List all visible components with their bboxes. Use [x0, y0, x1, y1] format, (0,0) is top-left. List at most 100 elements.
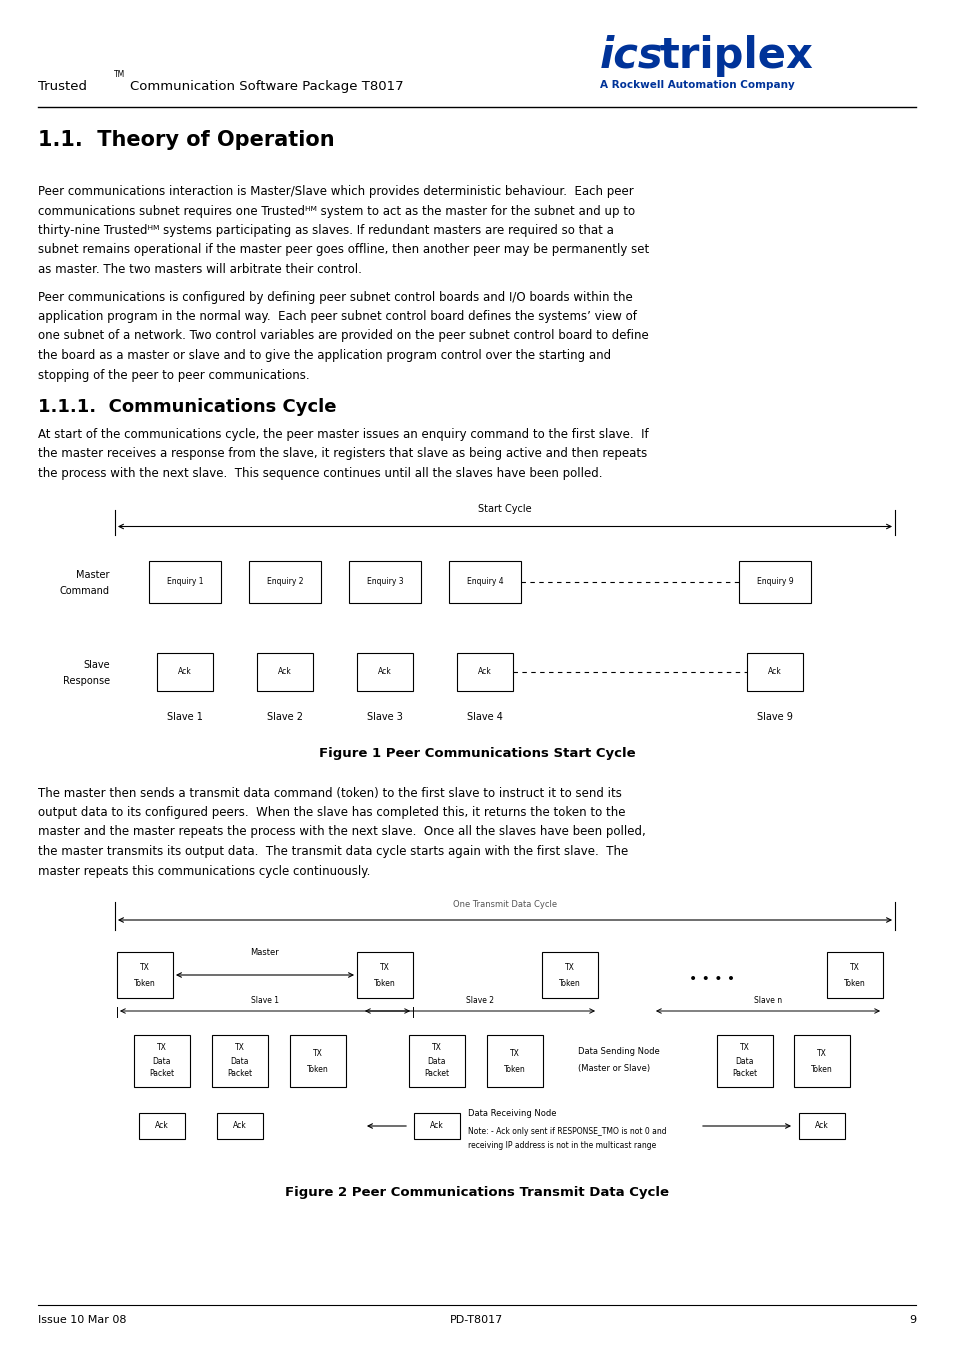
Text: Slave 1: Slave 1	[251, 996, 278, 1005]
Text: Response: Response	[63, 677, 110, 686]
Text: Packet: Packet	[424, 1070, 449, 1078]
Text: Communication Software Package T8017: Communication Software Package T8017	[130, 80, 403, 93]
Bar	[249, 561, 320, 603]
Bar	[212, 1035, 268, 1088]
Text: Ack: Ack	[233, 1121, 247, 1131]
Bar	[739, 561, 810, 603]
Text: communications subnet requires one Trustedᴴᴹ system to act as the master for the: communications subnet requires one Trust…	[38, 204, 635, 218]
Text: as master. The two masters will arbitrate their control.: as master. The two masters will arbitrat…	[38, 263, 361, 276]
Text: One Transmit Data Cycle: One Transmit Data Cycle	[453, 900, 557, 909]
Text: Token: Token	[558, 978, 580, 988]
Text: At start of the communications cycle, the peer master issues an enquiry command : At start of the communications cycle, th…	[38, 428, 648, 440]
Text: Master: Master	[251, 948, 279, 957]
Text: TX: TX	[234, 1043, 245, 1052]
Text: Slave 9: Slave 9	[757, 712, 792, 721]
Text: Slave 4: Slave 4	[467, 712, 502, 721]
Text: Token: Token	[843, 978, 865, 988]
Text: Command: Command	[60, 586, 110, 597]
Text: Ack: Ack	[814, 1121, 828, 1131]
Text: receiving IP address is not in the multicast range: receiving IP address is not in the multi…	[468, 1140, 656, 1150]
Text: Data: Data	[735, 1056, 754, 1066]
Text: Packet: Packet	[150, 1070, 174, 1078]
Bar	[449, 561, 520, 603]
Text: TX: TX	[849, 962, 859, 971]
Text: Issue 10 Mar 08: Issue 10 Mar 08	[38, 1315, 127, 1325]
Text: Packet: Packet	[227, 1070, 253, 1078]
Bar	[133, 1035, 190, 1088]
Text: thirty-nine Trustedᴴᴹ systems participating as slaves. If redundant masters are : thirty-nine Trustedᴴᴹ systems participat…	[38, 224, 613, 236]
Bar	[541, 952, 598, 998]
Text: Data: Data	[231, 1056, 249, 1066]
Text: Data: Data	[427, 1056, 446, 1066]
Bar	[256, 653, 313, 690]
Text: ics: ics	[599, 35, 663, 77]
Text: the board as a master or slave and to give the application program control over : the board as a master or slave and to gi…	[38, 349, 611, 362]
Text: Trusted: Trusted	[38, 80, 87, 93]
Text: master and the master repeats the process with the next slave.  Once all the sla: master and the master repeats the proces…	[38, 825, 645, 839]
Text: Token: Token	[503, 1065, 525, 1074]
Text: Data Sending Node: Data Sending Node	[578, 1047, 659, 1055]
Text: output data to its configured peers.  When the slave has completed this, it retu: output data to its configured peers. Whe…	[38, 807, 625, 819]
Bar	[799, 1113, 844, 1139]
Text: Slave 3: Slave 3	[367, 712, 402, 721]
Text: Token: Token	[134, 978, 155, 988]
Bar	[456, 653, 513, 690]
Text: Slave: Slave	[83, 659, 110, 670]
Text: Data Receiving Node: Data Receiving Node	[468, 1109, 556, 1119]
Text: (Master or Slave): (Master or Slave)	[578, 1065, 649, 1074]
Text: subnet remains operational if the master peer goes offline, then another peer ma: subnet remains operational if the master…	[38, 243, 649, 257]
Text: Master: Master	[76, 570, 110, 580]
Text: Enquiry 9: Enquiry 9	[756, 577, 793, 586]
Text: Start Cycle: Start Cycle	[477, 504, 531, 515]
Text: Token: Token	[810, 1065, 832, 1074]
Text: The master then sends a transmit data command (token) to the first slave to inst: The master then sends a transmit data co…	[38, 786, 621, 800]
Bar	[117, 952, 172, 998]
Bar	[717, 1035, 772, 1088]
Text: Enquiry 3: Enquiry 3	[366, 577, 403, 586]
Text: Figure 1 Peer Communications Start Cycle: Figure 1 Peer Communications Start Cycle	[318, 747, 635, 759]
Text: Token: Token	[374, 978, 395, 988]
Text: Peer communications interaction is Master/Slave which provides deterministic beh: Peer communications interaction is Maste…	[38, 185, 633, 199]
Bar	[826, 952, 882, 998]
Bar	[356, 952, 413, 998]
Text: TX: TX	[510, 1048, 519, 1058]
Text: application program in the normal way.  Each peer subnet control board defines t: application program in the normal way. E…	[38, 309, 637, 323]
Text: • • • •: • • • •	[689, 971, 735, 986]
Bar	[793, 1035, 849, 1088]
Text: Enquiry 1: Enquiry 1	[167, 577, 203, 586]
Text: TX: TX	[379, 962, 390, 971]
Text: Peer communications is configured by defining peer subnet control boards and I/O: Peer communications is configured by def…	[38, 290, 632, 304]
Bar	[139, 1113, 185, 1139]
Text: 1.1.1.  Communications Cycle: 1.1.1. Communications Cycle	[38, 399, 336, 416]
Text: TX: TX	[313, 1048, 323, 1058]
Bar	[356, 653, 413, 690]
Text: Packet: Packet	[732, 1070, 757, 1078]
Bar	[746, 653, 802, 690]
Text: Slave 1: Slave 1	[167, 712, 203, 721]
Bar	[149, 561, 221, 603]
Text: the process with the next slave.  This sequence continues until all the slaves h: the process with the next slave. This se…	[38, 467, 602, 480]
Text: the master transmits its output data.  The transmit data cycle starts again with: the master transmits its output data. Th…	[38, 844, 628, 858]
Text: TX: TX	[157, 1043, 167, 1052]
Text: TX: TX	[564, 962, 575, 971]
Text: TX: TX	[740, 1043, 749, 1052]
Bar	[216, 1113, 263, 1139]
Text: Ack: Ack	[767, 667, 781, 676]
Text: Enquiry 4: Enquiry 4	[466, 577, 503, 586]
Text: PD-T8017: PD-T8017	[450, 1315, 503, 1325]
Text: Ack: Ack	[278, 667, 292, 676]
Text: Figure 2 Peer Communications Transmit Data Cycle: Figure 2 Peer Communications Transmit Da…	[285, 1186, 668, 1198]
Text: TX: TX	[432, 1043, 441, 1052]
Text: one subnet of a network. Two control variables are provided on the peer subnet c: one subnet of a network. Two control var…	[38, 330, 648, 343]
Text: stopping of the peer to peer communications.: stopping of the peer to peer communicati…	[38, 369, 310, 381]
Text: triplex: triplex	[659, 35, 813, 77]
Bar	[409, 1035, 464, 1088]
Text: Ack: Ack	[178, 667, 192, 676]
Text: 1.1.  Theory of Operation: 1.1. Theory of Operation	[38, 130, 335, 150]
Text: 9: 9	[908, 1315, 915, 1325]
Text: TM: TM	[113, 70, 125, 78]
Bar	[157, 653, 213, 690]
Text: Enquiry 2: Enquiry 2	[267, 577, 303, 586]
Text: Ack: Ack	[155, 1121, 169, 1131]
Bar	[349, 561, 420, 603]
